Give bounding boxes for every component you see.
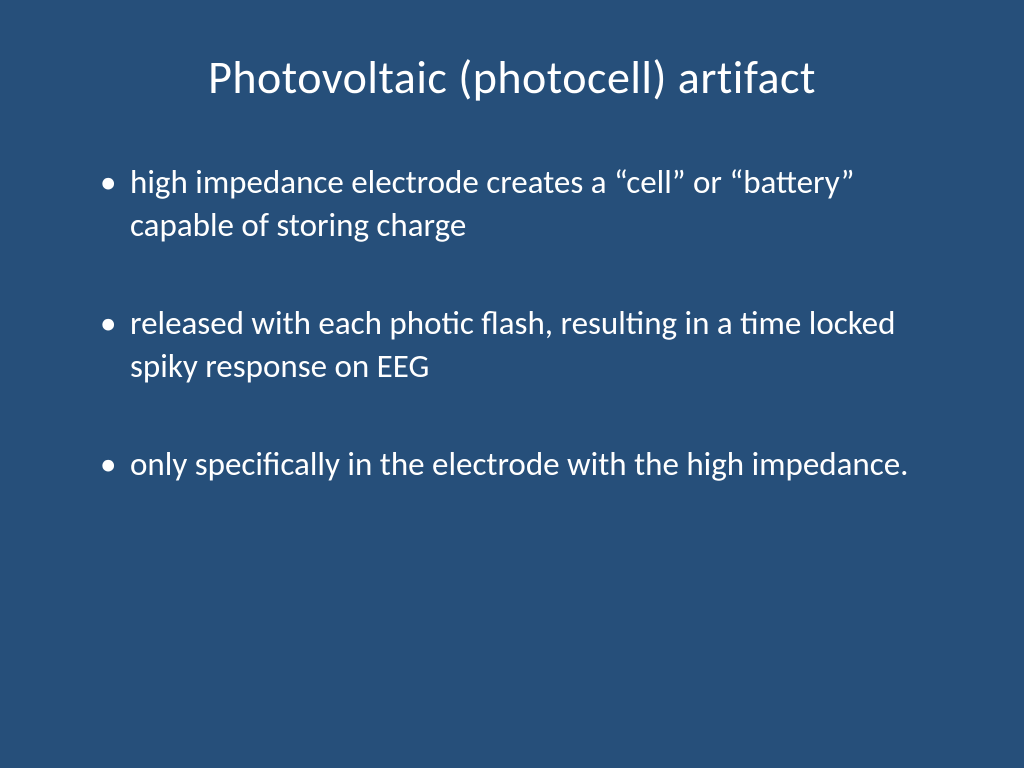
bullet-item: high impedance electrode creates a “cell… (100, 161, 954, 247)
bullet-item: released with each photic flash, resulti… (100, 302, 954, 388)
bullet-list: high impedance electrode creates a “cell… (70, 161, 954, 485)
bullet-item: only specifically in the electrode with … (100, 443, 954, 486)
slide-title: Photovoltaic (photocell) artifact (70, 50, 954, 106)
slide: Photovoltaic (photocell) artifact high i… (0, 0, 1024, 768)
